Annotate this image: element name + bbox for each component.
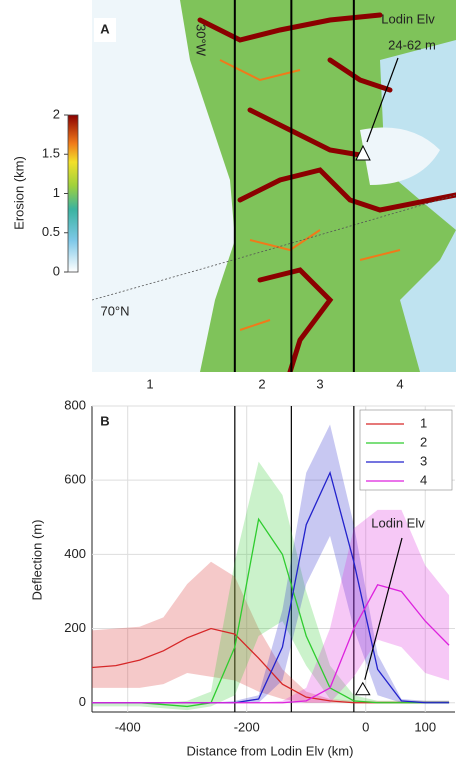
legend-label: 3	[420, 453, 427, 468]
y-tick-label: 600	[64, 472, 86, 487]
colorbar-tick-label: 1.5	[42, 146, 60, 161]
y-tick-label: 200	[64, 620, 86, 635]
uncertainty-band	[92, 561, 450, 703]
arrow	[364, 537, 403, 680]
uncertainty-band	[92, 461, 450, 711]
x-axis-label: Distance from Lodin Elv (km)	[187, 743, 354, 758]
legend-label: 2	[420, 434, 427, 449]
colorbar-tick-label: 1	[53, 185, 60, 200]
x-tick-label: -200	[234, 719, 260, 734]
lon-label: 30°W	[194, 24, 209, 57]
map: A 30°W 70°N Lodin Elv 24-62 m	[92, 0, 456, 372]
lat-label: 70°N	[100, 303, 129, 318]
y-tick-label: 800	[64, 397, 86, 412]
series-line	[92, 517, 450, 708]
panel-label: A	[100, 21, 110, 36]
site-marker	[355, 144, 371, 161]
annotation-value: 24-62 m	[388, 37, 436, 52]
annotation: Lodin Elv	[371, 515, 425, 530]
legend-box	[359, 409, 453, 491]
legend-label: 1	[420, 415, 427, 430]
region-label: 3	[316, 376, 323, 391]
colorbar-label: Erosion (km)	[11, 156, 26, 230]
y-tick-label: 400	[64, 546, 86, 561]
x-tick-label: 100	[414, 719, 436, 734]
legend-label: 4	[420, 472, 427, 487]
x-tick-label: 0	[362, 719, 369, 734]
y-tick-label: 0	[79, 694, 86, 709]
uncertainty-band	[92, 509, 450, 703]
plot-area	[92, 406, 450, 712]
series-line	[92, 584, 450, 704]
uncertainty-band	[92, 424, 450, 703]
region-label: 2	[258, 376, 265, 391]
x-tick-label: -400	[115, 719, 141, 734]
annotation: Lodin Elv	[381, 11, 435, 26]
arrow	[366, 57, 399, 143]
colorbar-tick-label: 0	[53, 263, 60, 278]
colorbar	[67, 114, 79, 273]
site-marker	[354, 681, 371, 696]
panel-label: B	[100, 413, 109, 428]
colorbar-tick-label: 0.5	[42, 224, 60, 239]
colorbar-tick-label: 2	[53, 106, 60, 121]
y-axis-label: Deflection (m)	[29, 520, 44, 601]
region-label: 1	[146, 376, 153, 391]
region-label: 4	[396, 376, 403, 391]
